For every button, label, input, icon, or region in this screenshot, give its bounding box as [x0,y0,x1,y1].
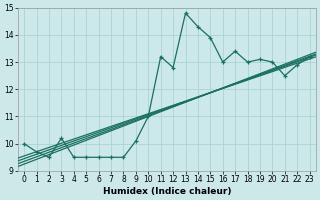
X-axis label: Humidex (Indice chaleur): Humidex (Indice chaleur) [103,187,231,196]
